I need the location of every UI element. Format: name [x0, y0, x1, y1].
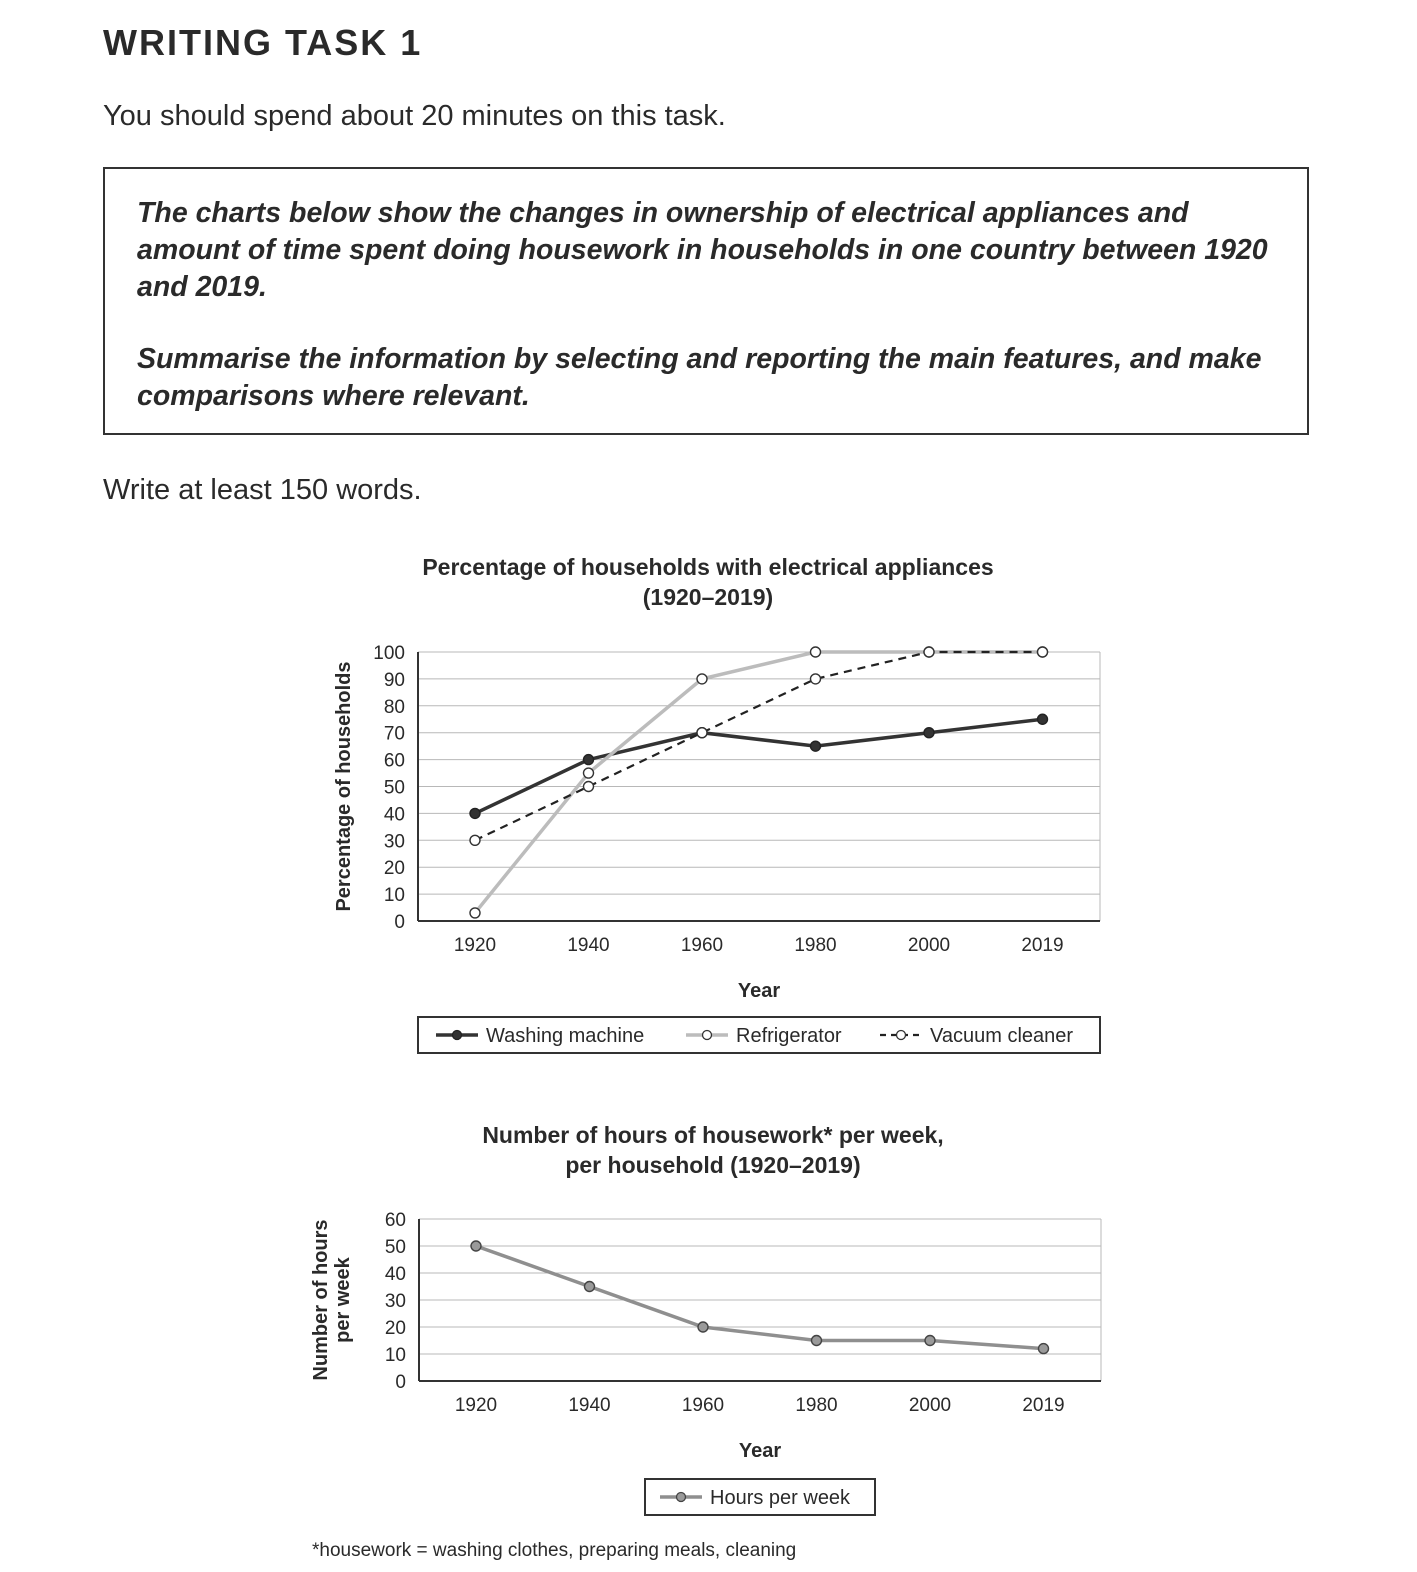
- y-tick-label: 100: [373, 643, 405, 664]
- legend-marker: [675, 1491, 687, 1503]
- data-point: [1036, 646, 1049, 658]
- data-point: [696, 673, 708, 685]
- data-point: [582, 767, 595, 779]
- data-point: [809, 673, 822, 685]
- x-tick-label: 1940: [567, 935, 609, 956]
- y-tick-label: 60: [384, 751, 405, 772]
- y-tick-label: 10: [384, 885, 405, 906]
- time-instruction: You should spend about 20 minutes on thi…: [103, 100, 726, 132]
- task-title: WRITING TASK 1: [103, 22, 423, 63]
- legend-label: Washing machine: [486, 1025, 644, 1047]
- legend-marker: [451, 1029, 463, 1041]
- word-requirement: Write at least 150 words.: [103, 474, 422, 506]
- x-tick-label: 1920: [455, 1395, 497, 1416]
- series-line: [475, 1244, 1044, 1351]
- y-tick-label: 50: [384, 778, 405, 799]
- data-point: [469, 834, 481, 846]
- x-tick-label: 1980: [794, 935, 836, 956]
- data-point: [582, 780, 595, 793]
- legend-marker: [895, 1029, 907, 1041]
- x-tick-label: 2019: [1022, 1395, 1064, 1416]
- task-prompt-box: The charts below show the changes in own…: [103, 167, 1309, 435]
- data-point: [582, 753, 595, 766]
- y-tick-label: 30: [385, 1291, 406, 1312]
- x-tick-label: 1980: [795, 1395, 837, 1416]
- y-tick-label: 60: [385, 1210, 406, 1231]
- y-tick-label: 0: [394, 912, 405, 933]
- x-axis-label: Year: [738, 980, 780, 1002]
- y-axis-label: Number of hours: [310, 1219, 332, 1380]
- data-point: [923, 727, 935, 739]
- data-point: [809, 740, 822, 752]
- series-line: [474, 717, 1043, 815]
- y-tick-label: 20: [385, 1318, 406, 1339]
- x-tick-label: 1960: [681, 935, 723, 956]
- series-line: [474, 650, 1043, 842]
- legend-label: Refrigerator: [736, 1025, 842, 1047]
- y-tick-label: 50: [385, 1237, 406, 1258]
- y-tick-label: 10: [385, 1345, 406, 1366]
- data-point: [1037, 1342, 1050, 1355]
- y-axis-label: per week: [332, 1256, 354, 1342]
- x-tick-label: 1920: [454, 935, 496, 956]
- y-tick-label: 0: [395, 1372, 406, 1393]
- appliance-ownership-chart: Percentage of households with electrical…: [333, 554, 1101, 1054]
- chart-title: Number of hours of housework* per week,: [482, 1122, 943, 1148]
- legend-label: Hours per week: [710, 1487, 851, 1509]
- x-tick-label: 2019: [1021, 935, 1063, 956]
- data-point: [809, 646, 822, 658]
- data-point: [470, 1240, 482, 1252]
- prompt-description: The charts below show the changes in own…: [137, 197, 1268, 303]
- y-tick-label: 80: [384, 697, 405, 718]
- prompt-instruction: Summarise the information by selecting a…: [137, 343, 1262, 412]
- x-tick-label: 2000: [908, 935, 950, 956]
- y-tick-label: 70: [384, 724, 405, 745]
- legend-marker: [701, 1029, 713, 1041]
- data-point: [469, 807, 481, 820]
- footnote: *housework = washing clothes, preparing …: [312, 1540, 797, 1561]
- y-tick-label: 90: [384, 670, 405, 691]
- data-point: [469, 907, 481, 919]
- data-point: [1036, 713, 1049, 725]
- data-point: [697, 1321, 709, 1333]
- legend-box: [417, 1016, 1101, 1054]
- x-axis-label: Year: [739, 1440, 781, 1462]
- data-point: [810, 1334, 823, 1347]
- chart-title: Percentage of households with electrical…: [422, 554, 993, 580]
- data-point: [923, 646, 935, 658]
- data-point: [583, 1280, 596, 1293]
- chart-subtitle: per household (1920–2019): [565, 1152, 860, 1178]
- y-tick-label: 40: [384, 804, 405, 825]
- y-tick-label: 40: [385, 1264, 406, 1285]
- chart-subtitle: (1920–2019): [643, 584, 773, 610]
- data-point: [924, 1334, 936, 1347]
- x-tick-label: 1940: [568, 1395, 610, 1416]
- y-axis-label: Percentage of households: [333, 661, 355, 911]
- legend-label: Vacuum cleaner: [930, 1025, 1073, 1047]
- y-tick-label: 20: [384, 858, 405, 879]
- x-tick-label: 1960: [682, 1395, 724, 1416]
- x-tick-label: 2000: [909, 1395, 951, 1416]
- data-point: [696, 727, 708, 739]
- y-tick-label: 30: [384, 831, 405, 852]
